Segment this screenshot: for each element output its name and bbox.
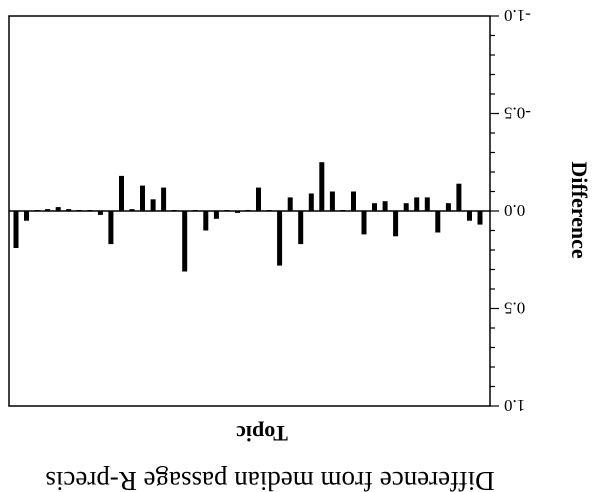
bar	[266, 210, 272, 211]
bar	[456, 183, 462, 211]
y-tick-label: 1.0	[504, 396, 525, 415]
bar	[477, 211, 483, 225]
bar	[319, 162, 325, 211]
bar	[403, 203, 409, 211]
bar	[24, 210, 29, 221]
bar	[34, 210, 40, 211]
bar	[13, 211, 19, 248]
bar	[351, 191, 356, 211]
bar	[203, 211, 209, 231]
bar	[467, 210, 472, 221]
bar	[308, 193, 314, 211]
bar	[87, 210, 93, 211]
bar	[97, 211, 103, 215]
y-tick-label: -0.5	[504, 104, 531, 123]
bar	[150, 199, 156, 211]
bar	[329, 191, 335, 211]
bar	[182, 211, 188, 272]
bar	[298, 211, 304, 245]
bar	[119, 175, 124, 211]
bar	[45, 209, 51, 211]
bar	[372, 203, 377, 211]
y-tick-label: 0.0	[504, 201, 525, 220]
bar	[55, 207, 61, 211]
bar	[161, 187, 167, 211]
bar	[108, 211, 114, 245]
bar	[140, 185, 145, 211]
bar	[256, 187, 261, 211]
bar	[235, 211, 240, 213]
bar	[171, 210, 177, 211]
bar-series	[13, 162, 483, 272]
bar	[287, 197, 293, 211]
bar	[435, 211, 441, 233]
bar	[340, 210, 346, 211]
x-axis-label: Topic	[236, 421, 288, 446]
chart-title: Difference from median passage R-precis	[45, 466, 494, 492]
y-tick-label: -1.0	[504, 6, 531, 25]
bar	[393, 211, 399, 237]
bar	[277, 211, 283, 266]
bar	[424, 197, 430, 211]
bar	[382, 201, 388, 211]
y-axis: -1.0 -0.5 0.0 0.5 1.0	[490, 6, 531, 415]
bar	[192, 210, 198, 211]
bar	[224, 210, 230, 211]
bar	[76, 210, 82, 211]
bar	[445, 203, 451, 211]
y-axis-label: Difference	[567, 161, 592, 259]
y-tick-label: 0.5	[504, 299, 525, 318]
bar	[245, 210, 251, 211]
bar	[213, 211, 219, 219]
bar	[414, 197, 420, 211]
bar	[129, 209, 135, 211]
bar	[361, 211, 367, 235]
bar	[66, 209, 72, 211]
